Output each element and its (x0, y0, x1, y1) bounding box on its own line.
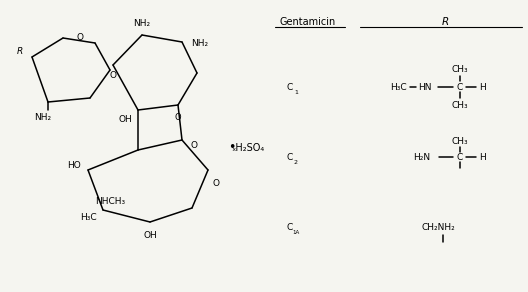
Text: O: O (109, 70, 117, 79)
Text: H₂N: H₂N (413, 152, 430, 161)
Text: 1A: 1A (293, 230, 299, 236)
Text: H₃C: H₃C (80, 213, 96, 223)
Text: CH₃: CH₃ (451, 100, 468, 110)
Text: R: R (17, 48, 23, 56)
Text: NH₂: NH₂ (34, 112, 52, 121)
Text: C: C (287, 83, 293, 91)
Text: Gentamicin: Gentamicin (280, 17, 336, 27)
Text: 1: 1 (294, 90, 298, 95)
Text: HO: HO (67, 161, 81, 169)
Text: O: O (77, 34, 83, 43)
Text: O: O (212, 180, 220, 189)
Text: OH: OH (118, 116, 132, 124)
Text: H: H (478, 83, 485, 91)
Text: OH: OH (143, 232, 157, 241)
Text: CH₂NH₂: CH₂NH₂ (421, 223, 455, 232)
Text: •: • (228, 142, 235, 154)
Text: C: C (287, 152, 293, 161)
Text: H₃C: H₃C (390, 83, 407, 91)
Text: NHCH₃: NHCH₃ (95, 197, 125, 206)
Text: O: O (191, 142, 197, 150)
Text: C: C (287, 223, 293, 232)
Text: ₓH₂SO₄: ₓH₂SO₄ (231, 143, 265, 153)
Text: NH₂: NH₂ (192, 39, 209, 48)
Text: 2: 2 (294, 159, 298, 164)
Text: HN: HN (418, 83, 432, 91)
Text: NH₂: NH₂ (134, 20, 150, 29)
Text: O: O (175, 114, 181, 123)
Text: R: R (441, 17, 449, 27)
Text: CH₃: CH₃ (451, 136, 468, 145)
Text: H: H (478, 152, 485, 161)
Text: C: C (457, 83, 463, 91)
Text: C: C (457, 152, 463, 161)
Text: CH₃: CH₃ (451, 65, 468, 74)
